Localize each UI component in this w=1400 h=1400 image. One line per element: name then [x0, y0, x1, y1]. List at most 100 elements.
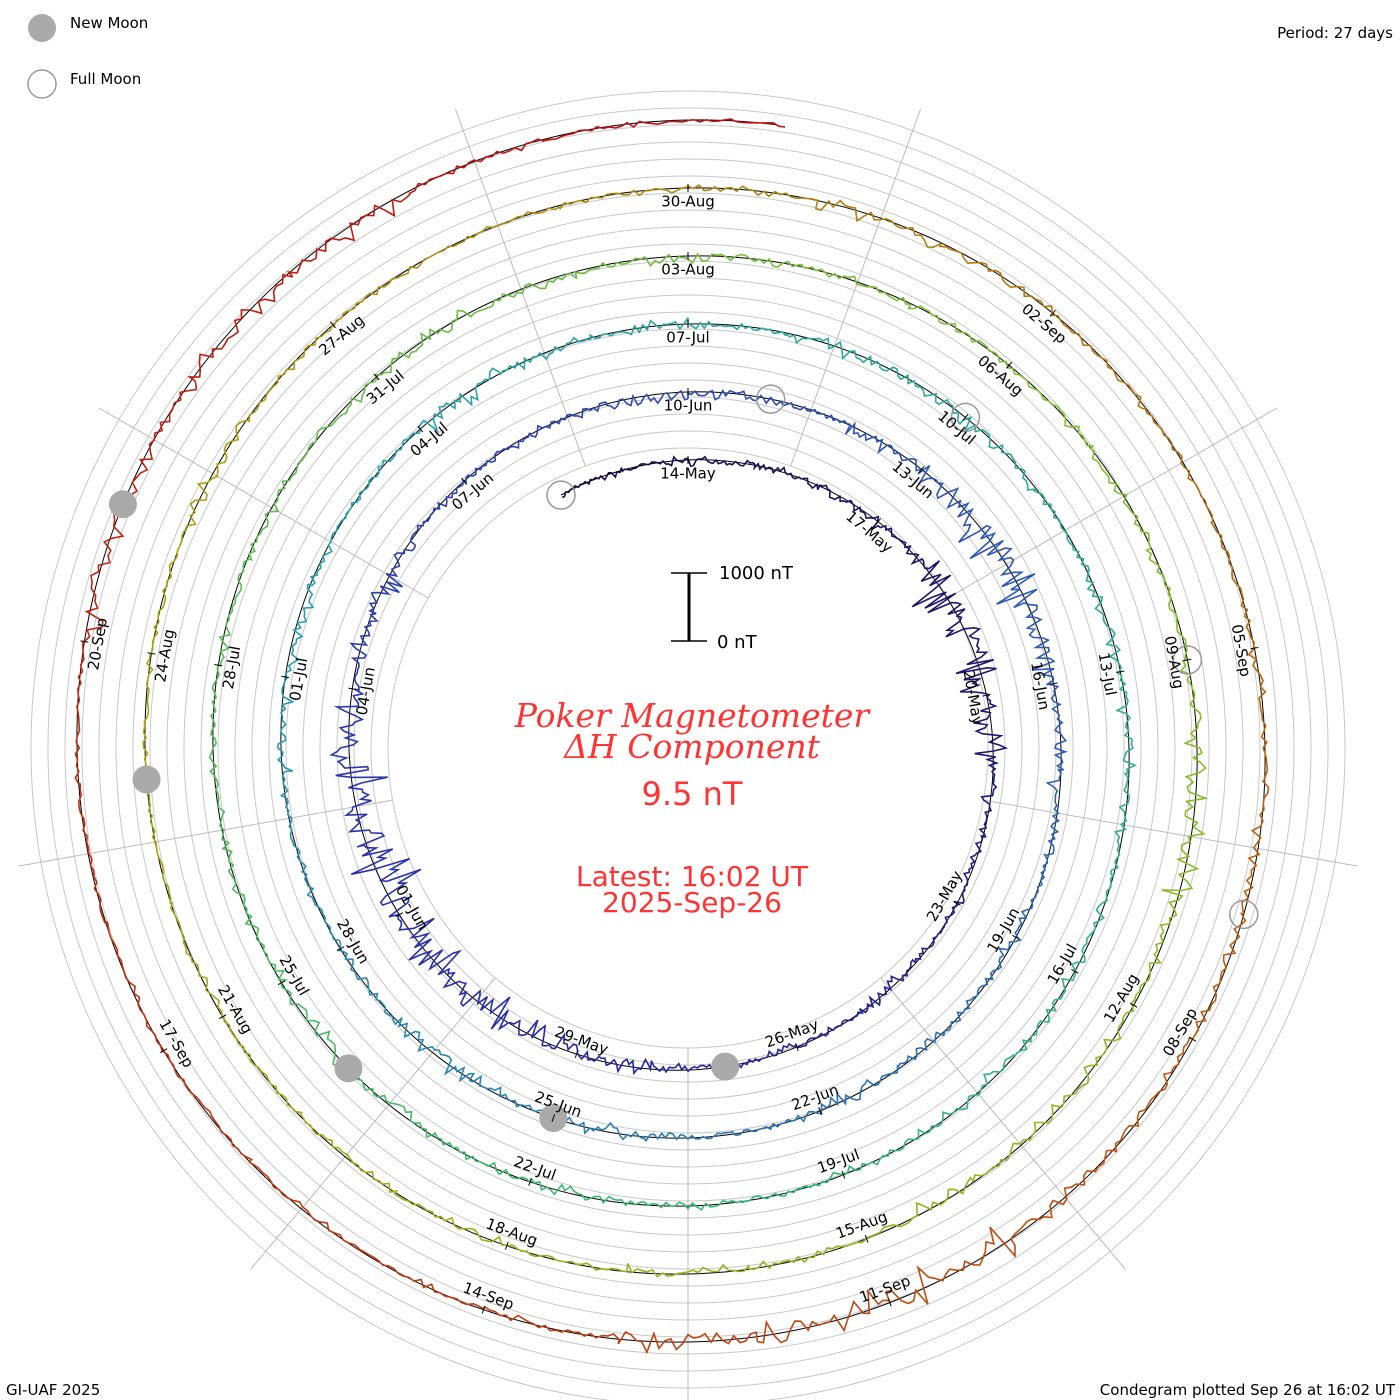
trace-segment: [752, 462, 819, 490]
trace-segment: [106, 921, 164, 1053]
trace-segment: [641, 1130, 734, 1143]
trace-segment: [796, 1008, 864, 1049]
day-label: 23-May: [923, 867, 966, 924]
trace-segment: [434, 1132, 532, 1184]
trace-segment: [687, 388, 772, 405]
trace-segment: [627, 1263, 750, 1278]
trace-segment: [1046, 683, 1068, 771]
trace-segment: [842, 1125, 938, 1175]
day-tick: [1188, 1036, 1197, 1042]
day-label: 16-Jul: [1044, 941, 1081, 988]
day-label: 10-Jun: [664, 397, 713, 415]
trace-segment: [878, 364, 961, 425]
grid-spoke: [983, 799, 1358, 867]
grid-spoke: [18, 799, 393, 867]
full-moon-marker: [950, 402, 981, 433]
trace-segment: [552, 1115, 644, 1141]
trace-segment: [859, 958, 917, 1014]
trace-segment: [470, 272, 578, 318]
trace-segment: [286, 193, 411, 278]
trace-segment: [1210, 520, 1255, 649]
trace-segment: [911, 560, 966, 638]
trace-segment: [1114, 1036, 1193, 1153]
day-tick: [160, 1048, 168, 1054]
new-moon-legend-label: New Moon: [70, 14, 148, 32]
trace-segment: [1110, 772, 1130, 875]
trace-segment: [248, 459, 302, 562]
trace-segment: [561, 467, 623, 499]
trace-segment: [1014, 853, 1049, 940]
trace-segment: [530, 1178, 636, 1207]
trace-segment: [528, 401, 607, 438]
trace-segment: [417, 367, 500, 434]
trace-segment: [972, 1101, 1066, 1182]
latest-time: Latest: 16:02 UT: [576, 860, 809, 893]
grid-spoke: [790, 108, 922, 467]
trace-segment: [74, 641, 85, 785]
day-tick: [147, 652, 156, 655]
trace-segment: [757, 1288, 891, 1344]
trace-segment: [280, 982, 353, 1077]
trace-segment: [498, 336, 592, 376]
trace-segment: [801, 264, 911, 306]
trace-segment: [1049, 313, 1144, 410]
day-label: 16-Jun: [1027, 660, 1053, 711]
trace-segment: [332, 251, 440, 328]
trace-segment: [329, 688, 368, 769]
day-label: 13-Jul: [1095, 651, 1120, 697]
trace-segment: [907, 304, 1009, 368]
trace-segment: [1010, 1149, 1117, 1240]
day-tick: [888, 1298, 892, 1307]
day-tick: [1012, 934, 1020, 940]
trace-segment: [1089, 445, 1152, 549]
day-tick: [818, 1107, 822, 1115]
day-tick: [1250, 646, 1259, 650]
new-moon-marker: [711, 1052, 740, 1081]
period-label: Period: 27 days: [1277, 24, 1393, 42]
trace-segment: [484, 1306, 620, 1345]
trace-segment: [1045, 768, 1064, 857]
day-tick: [953, 900, 961, 906]
trace-segment: [438, 205, 561, 254]
trace-segment: [187, 273, 293, 382]
trace-segment: [299, 1113, 399, 1195]
current-value: 9.5 nT: [642, 775, 743, 813]
trace-segment: [354, 429, 422, 503]
grid-spoke: [947, 407, 1278, 599]
trace-segment: [936, 1053, 1016, 1128]
trace-segment: [394, 1193, 509, 1246]
day-tick: [795, 1043, 799, 1051]
trace-segment: [142, 653, 154, 781]
trace-segment: [276, 676, 295, 773]
trace-segment: [1032, 488, 1090, 577]
trace-segment: [462, 432, 531, 486]
trace-segment: [866, 1176, 974, 1239]
trace-segment: [1005, 366, 1094, 447]
trace-segment: [620, 455, 689, 473]
grid: [18, 90, 1358, 1400]
trace-segment: [687, 455, 756, 468]
trace-segment: [231, 882, 289, 984]
trace-segment: [687, 118, 786, 128]
trace-segment: [687, 184, 818, 202]
trace-segment: [1179, 659, 1207, 778]
day-tick: [528, 1177, 532, 1186]
trace-segment: [350, 844, 422, 918]
full-moon-marker: [546, 480, 576, 510]
day-tick: [864, 1234, 869, 1243]
trace-segment: [1013, 970, 1078, 1057]
data-trace: [74, 118, 1270, 1355]
full-moon-marker: [1172, 645, 1203, 675]
day-label: 13-Jun: [889, 457, 938, 502]
day-tick: [281, 675, 290, 679]
day-tick: [481, 1305, 486, 1314]
day-tick: [841, 1170, 846, 1179]
trace-segment: [335, 766, 388, 848]
trace-segment: [506, 1244, 629, 1273]
moon-markers: [108, 384, 1259, 1133]
grid-spoke: [250, 977, 496, 1270]
trace-segment: [617, 1330, 759, 1355]
trace-segment: [914, 901, 960, 964]
trace-segment: [732, 1110, 823, 1137]
day-label: 14-May: [660, 465, 716, 483]
